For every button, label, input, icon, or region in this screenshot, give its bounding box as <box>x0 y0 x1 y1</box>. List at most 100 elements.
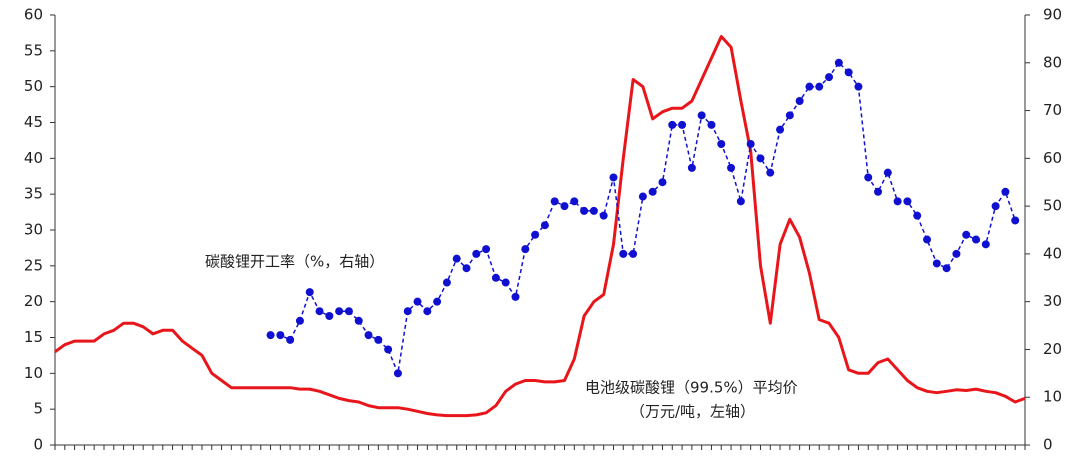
marker <box>619 249 628 258</box>
y-tick-label: 10 <box>24 364 43 382</box>
marker <box>668 120 677 129</box>
marker <box>932 259 941 268</box>
marker <box>305 288 314 297</box>
marker <box>795 97 804 105</box>
marker <box>834 58 843 67</box>
marker <box>825 73 834 82</box>
y2-tick-label: 60 <box>1043 149 1062 167</box>
marker <box>923 235 932 244</box>
y-tick-label: 50 <box>24 77 43 95</box>
marker <box>393 369 402 378</box>
marker <box>442 278 451 287</box>
marker <box>1001 187 1010 196</box>
marker <box>462 264 471 273</box>
marker <box>609 173 618 182</box>
marker <box>276 331 285 340</box>
y-tick-label: 35 <box>24 185 43 203</box>
series-line <box>54 35 1026 418</box>
marker <box>942 264 951 273</box>
marker <box>344 307 353 316</box>
y-tick-label: 30 <box>24 221 43 239</box>
marker <box>511 292 520 301</box>
marker <box>286 335 295 344</box>
y2-tick-label: 10 <box>1043 388 1062 406</box>
y-tick-label: 0 <box>33 436 43 454</box>
marker <box>423 307 432 316</box>
marker <box>540 221 549 230</box>
marker <box>746 140 755 148</box>
marker <box>815 82 824 91</box>
y-tick-label: 55 <box>24 41 43 59</box>
marker <box>570 197 579 206</box>
marker <box>648 187 657 196</box>
marker <box>717 140 726 148</box>
y-tick-label: 45 <box>24 113 43 131</box>
marker <box>315 307 324 316</box>
marker <box>384 345 393 354</box>
y2-tick-label: 80 <box>1043 53 1062 71</box>
marker <box>531 230 540 239</box>
marker <box>874 187 883 196</box>
y-tick-label: 5 <box>33 400 43 418</box>
marker <box>766 168 775 177</box>
marker <box>374 335 383 344</box>
marker <box>560 202 569 211</box>
y2-tick-label: 90 <box>1043 6 1062 24</box>
annotation: 碳酸锂开工率（%，右轴） <box>205 253 384 271</box>
y2-tick-label: 50 <box>1043 197 1062 215</box>
marker <box>903 197 912 206</box>
marker <box>589 206 598 215</box>
marker <box>697 111 706 120</box>
marker <box>521 245 530 254</box>
y2-tick-label: 30 <box>1043 292 1062 310</box>
series-line <box>270 62 1016 375</box>
marker <box>883 168 892 177</box>
marker <box>981 240 990 249</box>
y-tick-label: 15 <box>24 328 43 346</box>
marker <box>550 197 559 206</box>
marker <box>433 297 442 306</box>
marker <box>687 163 696 172</box>
marker <box>325 312 334 320</box>
marker <box>913 211 922 220</box>
marker <box>805 82 814 91</box>
marker <box>756 154 765 163</box>
y2-tick-label: 40 <box>1043 244 1062 262</box>
marker <box>991 202 1000 211</box>
marker <box>707 120 716 129</box>
marker <box>354 316 363 325</box>
annotation: 电池级碳酸锂（99.5%）平均价 <box>585 379 798 397</box>
marker <box>658 178 667 187</box>
marker <box>501 278 510 287</box>
marker <box>776 125 785 134</box>
marker <box>736 197 745 206</box>
marker <box>952 249 961 258</box>
marker <box>599 211 608 220</box>
y-tick-label: 25 <box>24 256 43 274</box>
marker <box>403 307 412 316</box>
marker <box>580 206 589 215</box>
marker <box>364 331 373 340</box>
y2-tick-label: 20 <box>1043 340 1062 358</box>
y2-tick-label: 0 <box>1043 436 1053 454</box>
marker <box>678 120 687 129</box>
marker <box>893 197 902 206</box>
marker <box>413 297 422 306</box>
y-tick-label: 40 <box>24 149 43 167</box>
marker <box>727 163 736 172</box>
marker <box>785 111 794 120</box>
marker <box>472 249 481 258</box>
marker <box>452 254 461 263</box>
annotation: （万元/吨，左轴） <box>630 403 755 421</box>
marker <box>491 273 500 282</box>
marker <box>482 245 491 254</box>
marker <box>295 316 304 325</box>
marker <box>638 192 647 201</box>
marker <box>962 230 971 239</box>
y-tick-label: 20 <box>24 292 43 310</box>
marker <box>844 68 853 77</box>
marker <box>335 307 344 316</box>
marker <box>1011 216 1020 225</box>
marker <box>854 82 863 91</box>
